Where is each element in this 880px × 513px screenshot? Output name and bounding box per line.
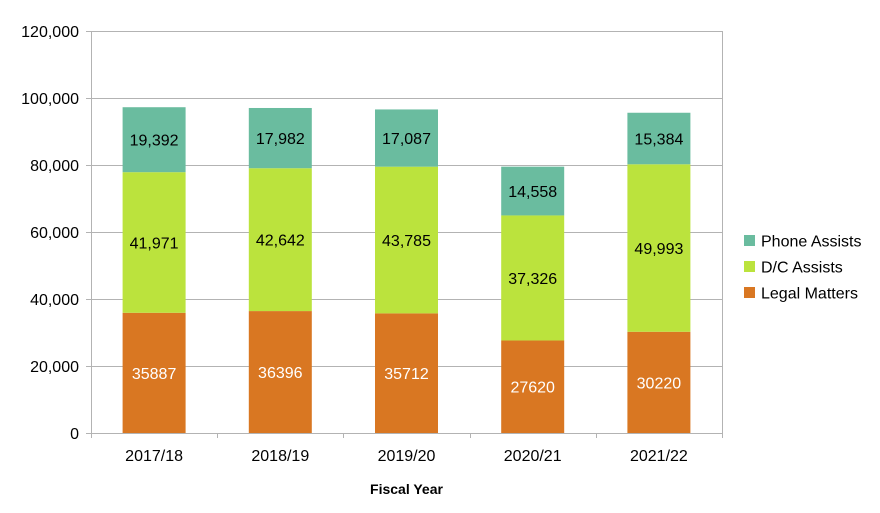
data-label: 49,993: [634, 241, 683, 258]
data-label: 17,087: [382, 131, 431, 148]
bar-segment: [122, 107, 186, 173]
legend-label: Phone Assists: [761, 234, 862, 251]
data-label: 14,558: [508, 184, 557, 201]
bar-stack: 35712 43,785 17,087: [375, 109, 438, 433]
y-tick-label: 80,000: [30, 158, 79, 175]
bar-segment: [375, 313, 438, 433]
legend: Phone Assists D/C Assists Legal Matters: [744, 234, 862, 303]
data-label: 41,971: [130, 235, 179, 252]
x-tick-label: 2019/20: [378, 448, 436, 465]
legend-label: D/C Assists: [761, 260, 843, 277]
y-axis-ticks: 0 20,000 40,000 60,000 80,000 100,000 120,000: [21, 24, 79, 443]
bar-segment: [248, 311, 312, 433]
data-label: 43,785: [382, 233, 431, 250]
bar-stack: 36396 42,642 17,982: [248, 107, 312, 433]
y-tick-label: 100,000: [21, 91, 79, 108]
data-label: 19,392: [130, 133, 179, 150]
bar-stack: 35887 41,971 19,392: [122, 107, 186, 433]
legend-item: Legal Matters: [744, 286, 858, 303]
bar-stack: 27620 37,326 14,558: [501, 166, 565, 433]
bar-segment: [501, 340, 565, 433]
legend-label: Legal Matters: [761, 286, 858, 303]
bar-segment: [627, 112, 691, 165]
y-tick-label: 40,000: [30, 292, 79, 309]
data-label: 30220: [637, 375, 682, 392]
bars: 35887 41,971 19,392 36396 42,642 17,982 35712 4…: [122, 107, 691, 433]
x-axis-ticks: 2017/18 2018/19 2019/20 2020/21 2021/22: [125, 448, 688, 465]
x-tick-label: 2018/19: [251, 448, 309, 465]
data-label: 17,982: [256, 131, 305, 148]
data-label: 37,326: [508, 271, 557, 288]
bar-segment: [122, 312, 186, 433]
data-label: 35712: [384, 366, 429, 383]
legend-swatch: [744, 287, 755, 298]
bar-segment: [122, 172, 186, 313]
y-tick-label: 20,000: [30, 359, 79, 376]
bar-segment: [627, 331, 691, 433]
x-tick-label: 2017/18: [125, 448, 183, 465]
data-label: 35887: [132, 366, 177, 383]
y-tick-label: 120,000: [21, 24, 79, 41]
bar-segment: [501, 166, 565, 216]
bar-segment: [501, 215, 565, 341]
bar-segment: [375, 166, 438, 314]
data-label: 15,384: [634, 132, 683, 149]
y-tick-label: 60,000: [30, 225, 79, 242]
legend-swatch: [744, 235, 755, 246]
legend-swatch: [744, 261, 755, 272]
legend-item: D/C Assists: [744, 260, 843, 277]
bar-segment: [248, 168, 312, 312]
bar-stack: 30220 49,993 15,384: [627, 112, 691, 433]
bar-segment: [248, 107, 312, 169]
x-tick-label: 2020/21: [504, 448, 562, 465]
y-tick-label: 0: [70, 426, 79, 443]
data-label: 36396: [258, 365, 303, 382]
data-label: 27620: [510, 380, 555, 397]
data-label: 42,642: [256, 233, 305, 250]
x-axis-title: Fiscal Year: [370, 481, 443, 497]
bar-segment: [375, 109, 438, 167]
bar-segment: [627, 164, 691, 332]
axes: [86, 31, 723, 438]
legend-item: Phone Assists: [744, 234, 862, 251]
x-tick-label: 2021/22: [630, 448, 688, 465]
